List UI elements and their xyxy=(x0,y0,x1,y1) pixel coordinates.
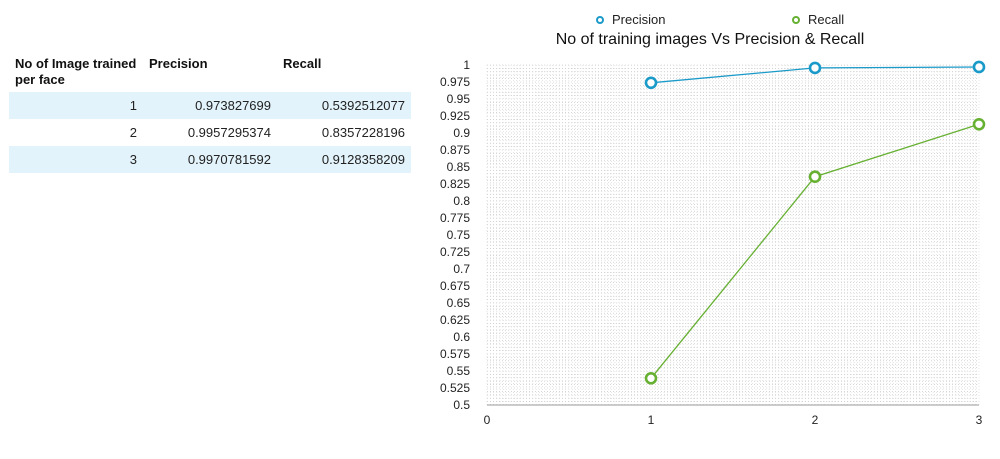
y-tick-label: 0.825 xyxy=(440,177,470,191)
y-tick-label: 0.575 xyxy=(440,347,470,361)
y-tick-label: 0.5 xyxy=(453,398,470,412)
cell-recall: 0.8357228196 xyxy=(321,125,405,140)
data-point-precision xyxy=(972,60,986,74)
cell-recall: 0.9128358209 xyxy=(277,146,411,173)
column-header-images: No of Image trained per face xyxy=(15,56,137,87)
legend-label-precision: Precision xyxy=(612,12,666,27)
column-header-precision: Precision xyxy=(149,56,208,71)
line-chart: Precision Recall No of training images V… xyxy=(420,0,1000,459)
x-tick-label: 3 xyxy=(976,413,983,427)
x-tick-label: 1 xyxy=(648,413,655,427)
legend-label-recall: Recall xyxy=(808,12,845,27)
y-tick-label: 0.925 xyxy=(440,109,470,123)
y-tick-label: 0.6 xyxy=(453,330,470,344)
y-tick-label: 0.8 xyxy=(453,194,470,208)
y-tick-label: 0.775 xyxy=(440,211,470,225)
y-tick-label: 0.675 xyxy=(440,279,470,293)
cell-precision: 0.9970781592 xyxy=(143,146,277,173)
y-tick-label: 0.875 xyxy=(440,143,470,157)
y-tick-label: 0.75 xyxy=(447,228,471,242)
y-tick-label: 0.625 xyxy=(440,313,470,327)
y-tick-label: 0.65 xyxy=(447,296,471,310)
results-table-container: No of Image trained per face Precision R… xyxy=(9,54,411,173)
data-point-recall xyxy=(972,117,986,131)
y-tick-label: 1 xyxy=(463,58,470,72)
y-tick-label: 0.725 xyxy=(440,245,470,259)
y-tick-label: 0.9 xyxy=(453,126,470,140)
cell-recall: 0.5392512077 xyxy=(277,92,411,119)
cell-precision: 0.9957295374 xyxy=(187,125,271,140)
y-tick-label: 0.85 xyxy=(447,160,471,174)
cell-precision: 0.973827699 xyxy=(143,92,277,119)
y-tick-label: 0.95 xyxy=(447,92,471,106)
legend-item-recall: Recall xyxy=(792,12,844,27)
table-row: 3 0.9970781592 0.9128358209 xyxy=(9,146,411,173)
data-point-recall xyxy=(644,372,658,385)
y-tick-label: 0.7 xyxy=(453,262,470,276)
results-table: No of Image trained per face Precision R… xyxy=(9,54,411,173)
legend-marker-precision xyxy=(596,15,604,24)
legend-marker-recall xyxy=(792,15,800,24)
chart-title: No of training images Vs Precision & Rec… xyxy=(555,31,865,48)
cell-images: 2 xyxy=(129,125,137,140)
cell-images: 3 xyxy=(9,146,143,173)
cell-images: 1 xyxy=(9,92,143,119)
plot-area: 0.5 0.525 0.55 0.575 0.6 0.625 0.65 0.675 0.7 0.7… xyxy=(440,58,986,427)
table-header-row: No of Image trained per face Precision R… xyxy=(9,54,411,92)
column-header-recall: Recall xyxy=(283,56,322,71)
y-tick-label: 0.975 xyxy=(440,75,470,89)
legend-item-precision: Precision xyxy=(596,12,665,27)
data-point-recall xyxy=(808,170,822,184)
y-tick-label: 0.55 xyxy=(447,364,471,378)
y-tick-label: 0.525 xyxy=(440,381,470,395)
table-row: 1 0.973827699 0.5392512077 xyxy=(9,92,411,119)
table-row: 2 0.9957295374 0.8357228196 xyxy=(9,119,411,146)
x-tick-label: 0 xyxy=(484,413,491,427)
data-point-precision xyxy=(644,76,658,90)
data-point-precision xyxy=(808,61,822,75)
x-tick-label: 2 xyxy=(812,413,819,427)
